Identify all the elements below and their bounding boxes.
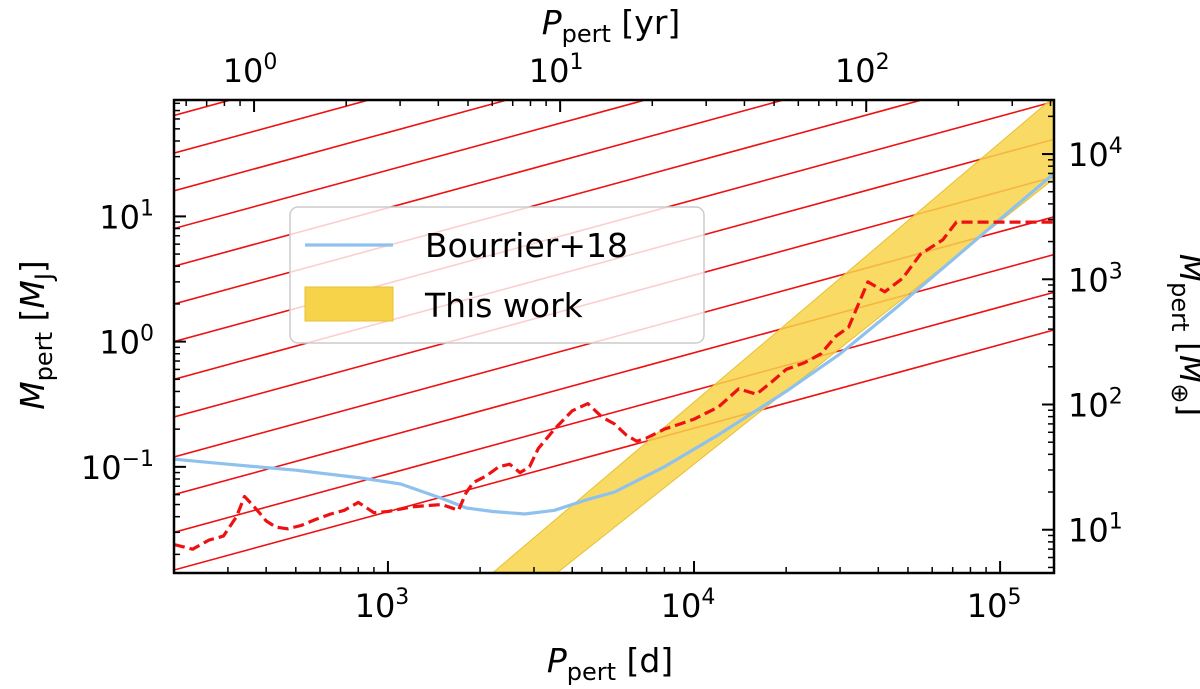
hatch-line-0: [174, 329, 1054, 571]
right-y-tick-label: 101: [1068, 510, 1123, 550]
x-axis-title: Ppert [d]: [547, 641, 673, 686]
legend-band-swatch: [304, 286, 394, 322]
x-tick-label: 104: [661, 585, 716, 625]
top-x-axis-title: Ppert [yr]: [542, 3, 681, 48]
legend-label: Bourrier+18: [425, 226, 628, 265]
y-tick-label: 101: [99, 196, 154, 236]
plot-frame: [172, 98, 1056, 575]
axis-labels: 103 104 105 100 101 102 10−1 100 101 101 102 103 104…: [13, 3, 1200, 686]
x-tick-label: 105: [967, 585, 1022, 625]
this-work-band-area: [491, 100, 1054, 573]
x-tick-label: 103: [355, 585, 410, 625]
series-lines: [174, 172, 1054, 551]
legend-label: This work: [424, 286, 584, 325]
right-y-tick-label: 104: [1068, 134, 1123, 174]
axis-ticks: [173, 100, 1054, 573]
hatch-line-1: [174, 291, 1054, 534]
hatch-line-2: [174, 253, 1054, 496]
top-x-tick-label: 100: [223, 50, 278, 90]
bourrier-line: [174, 172, 1054, 516]
top-x-tick-label: 101: [529, 50, 584, 90]
hatch-line-15: [174, 0, 1115, 2]
right-y-tick-label: 103: [1068, 259, 1123, 299]
this-work-band: [491, 100, 1054, 573]
y-tick-label: 100: [99, 322, 154, 362]
y-axis-title: Mpert [MJ]: [13, 260, 58, 410]
y-tick-label: 10−1: [81, 447, 154, 487]
hatch-line-11: [174, 100, 372, 154]
top-x-tick-label: 102: [835, 50, 890, 90]
dashed-limit-line: [174, 220, 1054, 551]
right-y-tick-label: 102: [1068, 385, 1123, 425]
right-y-axis-title: Mpert [M⊕]: [1166, 254, 1200, 417]
hatch-line-10: [174, 100, 511, 192]
legend: Bourrier+18 This work: [289, 206, 705, 344]
